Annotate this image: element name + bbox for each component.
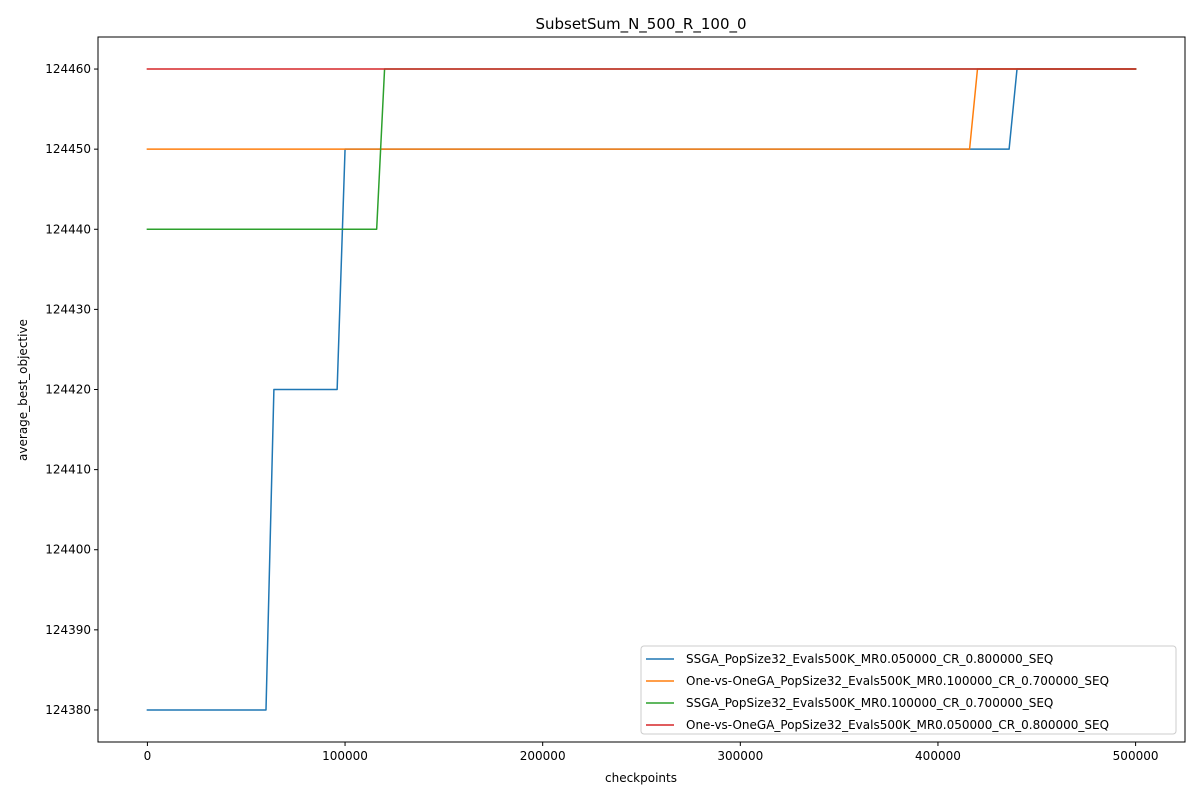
x-tick-label: 100000 <box>322 749 368 763</box>
x-tick-label: 200000 <box>520 749 566 763</box>
legend-box <box>640 645 1177 735</box>
legend: SSGA_PopSize32_Evals500K_MR0.050000_CR_0… <box>640 645 1177 735</box>
y-axis: 124380 124390 124400 124410 124420 124430 1244… <box>45 62 98 717</box>
y-axis-label: average_best_objective <box>16 319 30 461</box>
series-line-1 <box>146 68 1137 711</box>
legend-label-1: SSGA_PopSize32_Evals500K_MR0.050000_CR_0… <box>686 652 1053 666</box>
legend-label-2: One-vs-OneGA_PopSize32_Evals500K_MR0.100… <box>686 674 1109 688</box>
x-tick-label: 0 <box>144 749 152 763</box>
y-tick-label: 124450 <box>45 142 91 156</box>
y-tick-label: 124430 <box>45 302 91 316</box>
x-tick-label: 400000 <box>915 749 961 763</box>
x-tick-label: 300000 <box>717 749 763 763</box>
legend-label-4: One-vs-OneGA_PopSize32_Evals500K_MR0.050… <box>686 718 1109 732</box>
y-tick-label: 124460 <box>45 62 91 76</box>
legend-label-3: SSGA_PopSize32_Evals500K_MR0.100000_CR_0… <box>686 696 1053 710</box>
y-tick-label: 124410 <box>45 463 91 477</box>
x-axis: 0 100000 200000 300000 400000 500000 <box>144 742 1159 763</box>
y-tick-label: 124390 <box>45 623 91 637</box>
chart-title: SubsetSum_N_500_R_100_0 <box>535 15 746 34</box>
y-tick-label: 124440 <box>45 222 91 236</box>
y-tick-label: 124380 <box>45 703 91 717</box>
x-tick-label: 500000 <box>1113 749 1159 763</box>
plot-lines <box>146 68 1137 711</box>
y-tick-label: 124420 <box>45 383 91 397</box>
y-tick-label: 124400 <box>45 543 91 557</box>
x-axis-label: checkpoints <box>605 771 677 785</box>
